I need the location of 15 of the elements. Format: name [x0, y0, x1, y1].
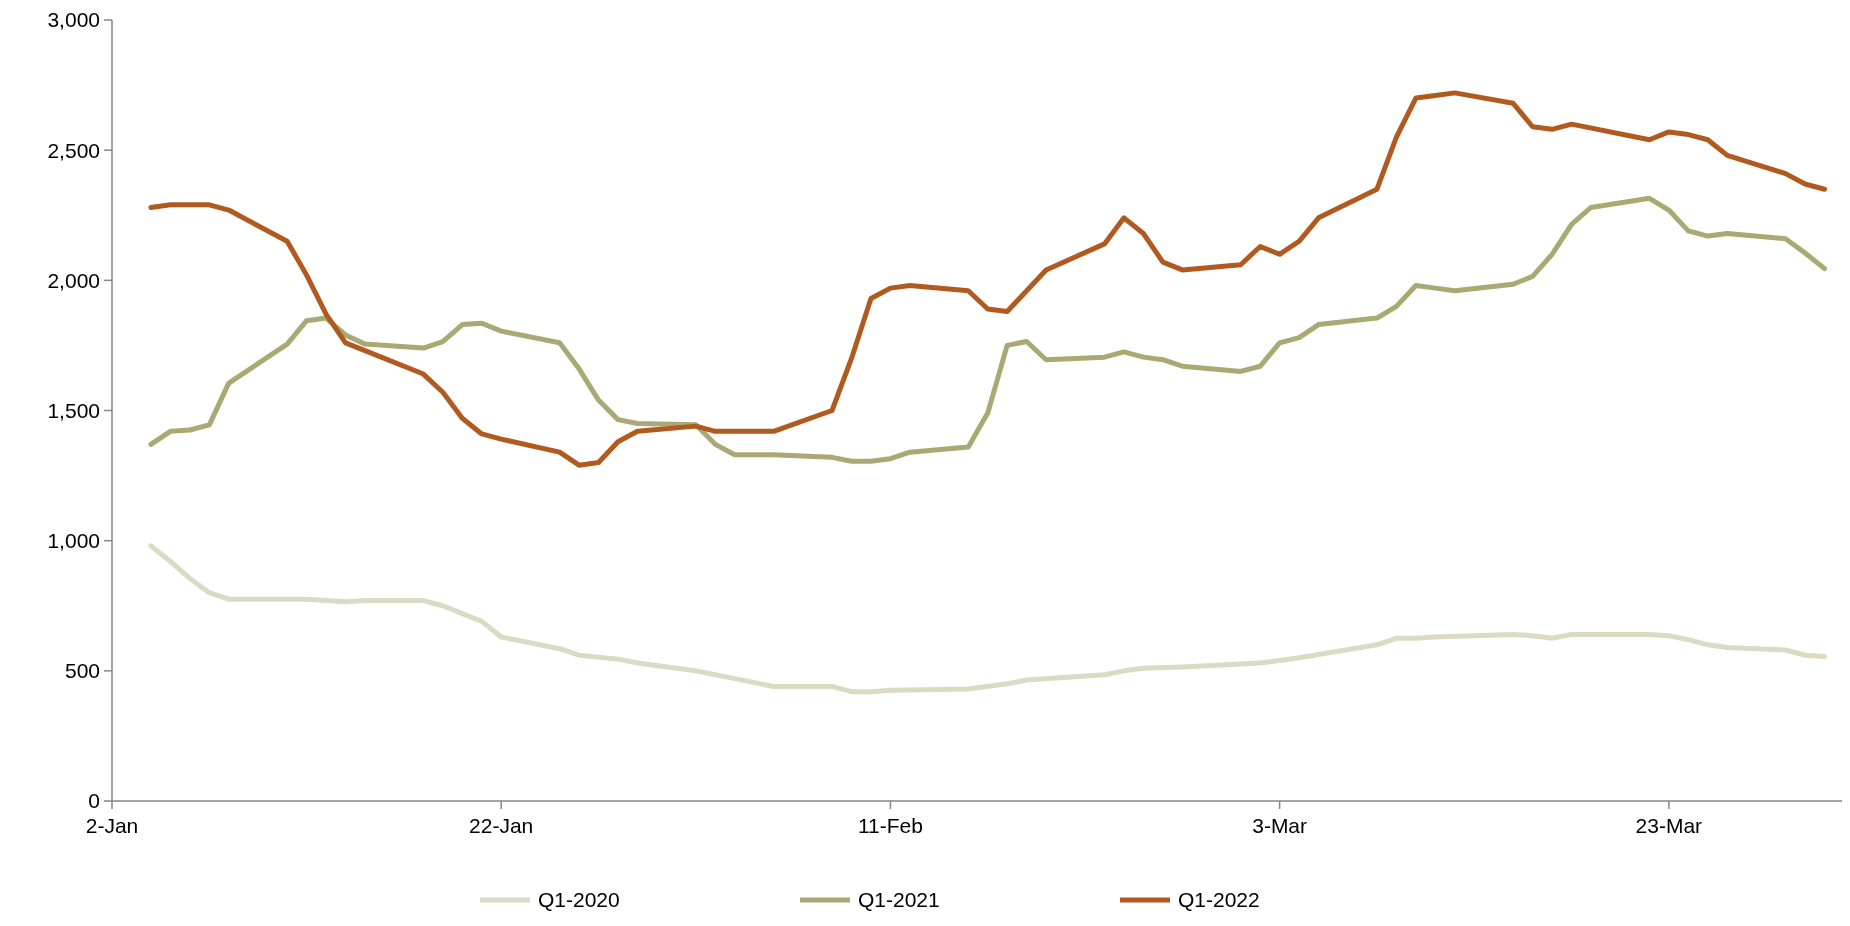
y-tick-label: 500: [64, 659, 100, 683]
x-tick-label: 3-Mar: [1252, 814, 1308, 837]
y-tick-label: 2,500: [47, 138, 100, 162]
y-tick-label: 1,500: [47, 398, 100, 422]
legend-label: Q1-2020: [538, 888, 620, 911]
x-tick-label: 11-Feb: [857, 814, 923, 837]
y-tick-label: 3,000: [47, 8, 100, 32]
x-tick-label: 2-Jan: [85, 814, 139, 837]
x-tick-label: 22-Jan: [469, 814, 534, 837]
x-tick-label: 23-Mar: [1635, 814, 1703, 837]
y-tick-label: 0: [88, 789, 100, 813]
y-tick-label: 2,000: [47, 268, 100, 292]
y-tick-label: 1,000: [47, 529, 100, 553]
legend-label: Q1-2021: [858, 888, 940, 911]
legend-label: Q1-2022: [1178, 888, 1260, 911]
